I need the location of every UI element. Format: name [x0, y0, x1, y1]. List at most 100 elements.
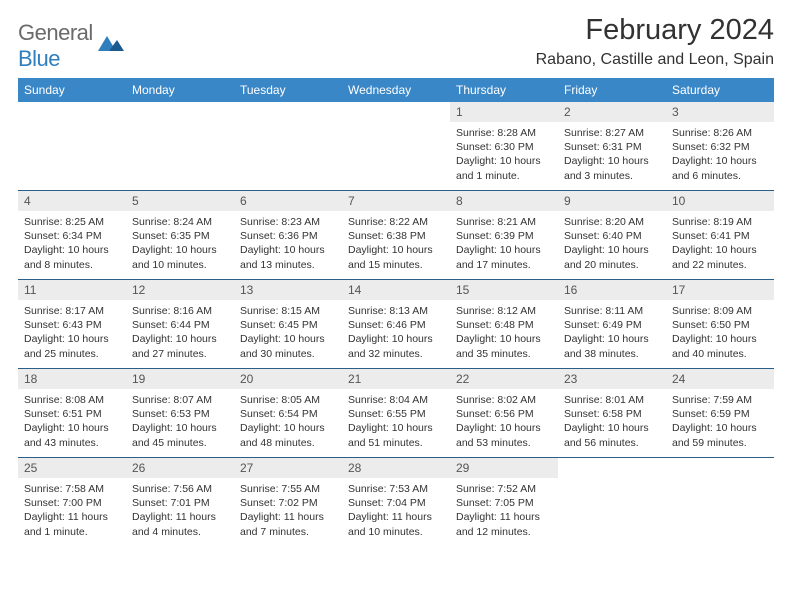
sunset-text: Sunset: 6:36 PM: [240, 229, 336, 243]
day-cell: 5Sunrise: 8:24 AMSunset: 6:35 PMDaylight…: [126, 191, 234, 279]
sunrise-text: Sunrise: 8:13 AM: [348, 304, 444, 318]
day-cell: 11Sunrise: 8:17 AMSunset: 6:43 PMDayligh…: [18, 280, 126, 368]
sunrise-text: Sunrise: 8:11 AM: [564, 304, 660, 318]
sunset-text: Sunset: 6:34 PM: [24, 229, 120, 243]
day-details: Sunrise: 8:28 AMSunset: 6:30 PMDaylight:…: [450, 122, 558, 189]
day-cell: 15Sunrise: 8:12 AMSunset: 6:48 PMDayligh…: [450, 280, 558, 368]
sunset-text: Sunset: 7:05 PM: [456, 496, 552, 510]
day-number: 18: [18, 369, 126, 389]
day-details: Sunrise: 8:09 AMSunset: 6:50 PMDaylight:…: [666, 300, 774, 367]
daylight-text: Daylight: 10 hours and 3 minutes.: [564, 154, 660, 182]
day-details: Sunrise: 8:20 AMSunset: 6:40 PMDaylight:…: [558, 211, 666, 278]
sunset-text: Sunset: 6:53 PM: [132, 407, 228, 421]
day-cell: 26Sunrise: 7:56 AMSunset: 7:01 PMDayligh…: [126, 458, 234, 546]
daylight-text: Daylight: 10 hours and 10 minutes.: [132, 243, 228, 271]
sunrise-text: Sunrise: 8:27 AM: [564, 126, 660, 140]
sunset-text: Sunset: 6:45 PM: [240, 318, 336, 332]
day-number: 27: [234, 458, 342, 478]
calendar-page: General Blue February 2024 Rabano, Casti…: [0, 0, 792, 546]
day-details: Sunrise: 8:16 AMSunset: 6:44 PMDaylight:…: [126, 300, 234, 367]
sunrise-text: Sunrise: 8:12 AM: [456, 304, 552, 318]
day-cell: 18Sunrise: 8:08 AMSunset: 6:51 PMDayligh…: [18, 369, 126, 457]
weekday-header: Friday: [558, 78, 666, 102]
day-cell: 20Sunrise: 8:05 AMSunset: 6:54 PMDayligh…: [234, 369, 342, 457]
location-subtitle: Rabano, Castille and Leon, Spain: [536, 51, 774, 69]
day-number: 5: [126, 191, 234, 211]
sunset-text: Sunset: 6:51 PM: [24, 407, 120, 421]
day-number: 17: [666, 280, 774, 300]
day-cell: [666, 458, 774, 546]
day-cell: 16Sunrise: 8:11 AMSunset: 6:49 PMDayligh…: [558, 280, 666, 368]
sunrise-text: Sunrise: 8:07 AM: [132, 393, 228, 407]
daylight-text: Daylight: 11 hours and 7 minutes.: [240, 510, 336, 538]
day-number: 14: [342, 280, 450, 300]
day-number-empty: [126, 102, 234, 122]
sunrise-text: Sunrise: 8:16 AM: [132, 304, 228, 318]
weekday-header: Wednesday: [342, 78, 450, 102]
day-number: 2: [558, 102, 666, 122]
daylight-text: Daylight: 10 hours and 30 minutes.: [240, 332, 336, 360]
sunrise-text: Sunrise: 8:09 AM: [672, 304, 768, 318]
day-number: 4: [18, 191, 126, 211]
day-number: 26: [126, 458, 234, 478]
day-cell: 3Sunrise: 8:26 AMSunset: 6:32 PMDaylight…: [666, 102, 774, 190]
day-number-empty: [342, 102, 450, 122]
day-cell: 29Sunrise: 7:52 AMSunset: 7:05 PMDayligh…: [450, 458, 558, 546]
day-details: Sunrise: 8:24 AMSunset: 6:35 PMDaylight:…: [126, 211, 234, 278]
day-details: Sunrise: 8:08 AMSunset: 6:51 PMDaylight:…: [18, 389, 126, 456]
day-cell: 23Sunrise: 8:01 AMSunset: 6:58 PMDayligh…: [558, 369, 666, 457]
sunset-text: Sunset: 6:59 PM: [672, 407, 768, 421]
day-details: Sunrise: 8:15 AMSunset: 6:45 PMDaylight:…: [234, 300, 342, 367]
day-details: Sunrise: 7:59 AMSunset: 6:59 PMDaylight:…: [666, 389, 774, 456]
day-details: Sunrise: 8:05 AMSunset: 6:54 PMDaylight:…: [234, 389, 342, 456]
logo-mark-icon: [98, 34, 124, 59]
sunset-text: Sunset: 6:31 PM: [564, 140, 660, 154]
sunset-text: Sunset: 6:58 PM: [564, 407, 660, 421]
day-cell: 2 Sunrise: 8:27 AMSunset: 6:31 PMDaylight…: [558, 102, 666, 190]
daylight-text: Daylight: 11 hours and 12 minutes.: [456, 510, 552, 538]
day-cell: 27Sunrise: 7:55 AMSunset: 7:02 PMDayligh…: [234, 458, 342, 546]
day-number: 3: [666, 102, 774, 122]
logo: General Blue: [18, 14, 124, 72]
logo-text-general: General: [18, 20, 93, 45]
day-details: Sunrise: 8:04 AMSunset: 6:55 PMDaylight:…: [342, 389, 450, 456]
day-number: 13: [234, 280, 342, 300]
day-number: 7: [342, 191, 450, 211]
sunrise-text: Sunrise: 8:02 AM: [456, 393, 552, 407]
day-number: 6: [234, 191, 342, 211]
week-row: 1Sunrise: 8:28 AMSunset: 6:30 PMDaylight…: [18, 102, 774, 190]
daylight-text: Daylight: 10 hours and 22 minutes.: [672, 243, 768, 271]
day-number: 23: [558, 369, 666, 389]
daylight-text: Daylight: 10 hours and 43 minutes.: [24, 421, 120, 449]
day-details: Sunrise: 7:58 AMSunset: 7:00 PMDaylight:…: [18, 478, 126, 545]
day-cell: [126, 102, 234, 190]
day-cell: 28Sunrise: 7:53 AMSunset: 7:04 PMDayligh…: [342, 458, 450, 546]
weekday-header: Sunday: [18, 78, 126, 102]
day-cell: 12Sunrise: 8:16 AMSunset: 6:44 PMDayligh…: [126, 280, 234, 368]
daylight-text: Daylight: 10 hours and 35 minutes.: [456, 332, 552, 360]
weekday-header: Saturday: [666, 78, 774, 102]
weekday-header-row: SundayMondayTuesdayWednesdayThursdayFrid…: [18, 78, 774, 102]
sunrise-text: Sunrise: 8:17 AM: [24, 304, 120, 318]
daylight-text: Daylight: 10 hours and 56 minutes.: [564, 421, 660, 449]
daylight-text: Daylight: 10 hours and 17 minutes.: [456, 243, 552, 271]
sunset-text: Sunset: 7:02 PM: [240, 496, 336, 510]
day-cell: 25Sunrise: 7:58 AMSunset: 7:00 PMDayligh…: [18, 458, 126, 546]
day-cell: 22Sunrise: 8:02 AMSunset: 6:56 PMDayligh…: [450, 369, 558, 457]
day-number: 29: [450, 458, 558, 478]
sunrise-text: Sunrise: 8:05 AM: [240, 393, 336, 407]
daylight-text: Daylight: 10 hours and 53 minutes.: [456, 421, 552, 449]
day-details: Sunrise: 7:52 AMSunset: 7:05 PMDaylight:…: [450, 478, 558, 545]
day-details: Sunrise: 8:11 AMSunset: 6:49 PMDaylight:…: [558, 300, 666, 367]
sunset-text: Sunset: 6:41 PM: [672, 229, 768, 243]
daylight-text: Daylight: 10 hours and 8 minutes.: [24, 243, 120, 271]
day-details: Sunrise: 8:26 AMSunset: 6:32 PMDaylight:…: [666, 122, 774, 189]
sunrise-text: Sunrise: 8:19 AM: [672, 215, 768, 229]
day-number: 21: [342, 369, 450, 389]
sunset-text: Sunset: 6:44 PM: [132, 318, 228, 332]
day-details: Sunrise: 8:19 AMSunset: 6:41 PMDaylight:…: [666, 211, 774, 278]
day-details: Sunrise: 8:21 AMSunset: 6:39 PMDaylight:…: [450, 211, 558, 278]
header: General Blue February 2024 Rabano, Casti…: [18, 14, 774, 72]
day-number: 1: [450, 102, 558, 122]
sunrise-text: Sunrise: 7:58 AM: [24, 482, 120, 496]
